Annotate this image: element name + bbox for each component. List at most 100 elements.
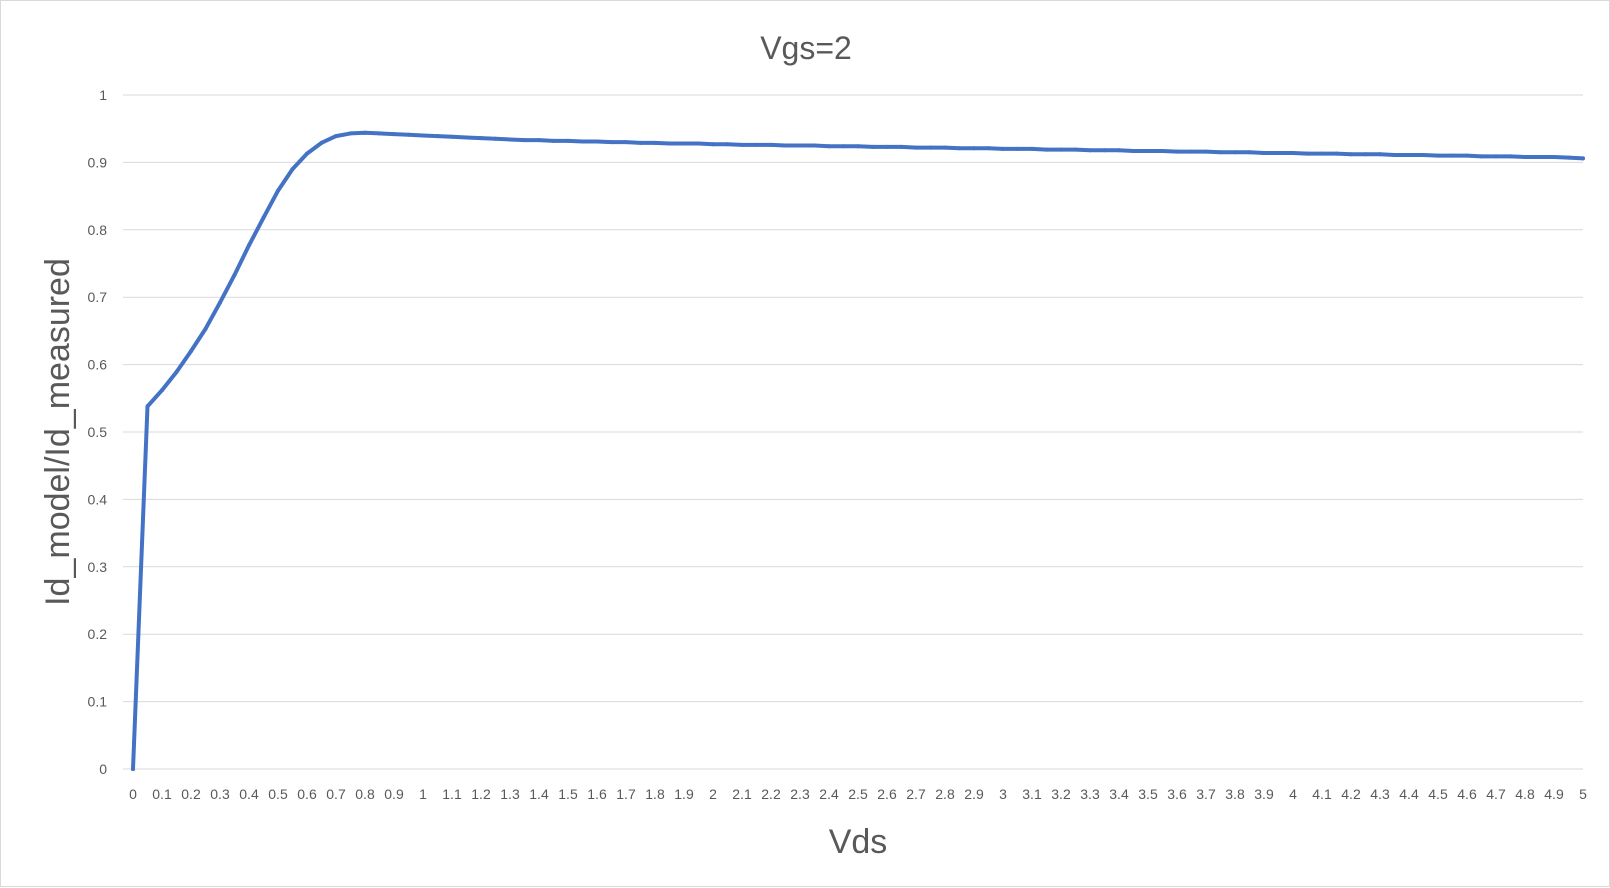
series-layer (131, 130, 1585, 771)
data-point (203, 326, 208, 331)
data-point (682, 141, 686, 146)
data-point (348, 131, 353, 136)
data-point (464, 135, 469, 140)
x-axis-ticks: 0 0.1 0.2 0.3 0.4 0.5 0.6 0.7 0.8 0.9 1 1.1 1.2 1.3 1.… (129, 786, 1587, 802)
data-point (377, 131, 382, 136)
x-tick-label: 3 (999, 786, 1007, 802)
data-point (957, 146, 962, 151)
data-point (305, 151, 309, 156)
data-point (986, 146, 991, 151)
data-point (827, 144, 831, 149)
data-point (1494, 154, 1498, 159)
data-point (754, 142, 759, 147)
x-tick-label: 3.1 (1022, 786, 1042, 802)
data-point (1218, 150, 1223, 155)
x-tick-label: 4.9 (1544, 786, 1564, 802)
data-point (247, 243, 251, 248)
x-tick-label: 1.5 (558, 786, 578, 802)
data-point (1581, 156, 1585, 161)
data-point (1291, 150, 1295, 155)
y-tick-label: 0.1 (88, 694, 108, 710)
data-point (870, 144, 875, 149)
x-tick-label: 1.9 (674, 786, 694, 802)
data-point (1363, 152, 1368, 157)
x-tick-label: 5 (1579, 786, 1587, 802)
data-point (1479, 154, 1484, 159)
y-tick-label: 1 (99, 87, 107, 103)
x-tick-label: 2.6 (877, 786, 897, 802)
x-tick-label: 0.3 (210, 786, 230, 802)
data-point (638, 140, 643, 145)
data-point (1262, 150, 1266, 155)
x-tick-label: 3.3 (1080, 786, 1100, 802)
data-point (218, 300, 222, 305)
data-point (667, 141, 672, 146)
x-tick-label: 0.6 (297, 786, 317, 802)
data-point (1131, 148, 1136, 153)
data-point (914, 145, 918, 150)
y-tick-label: 0.3 (88, 559, 108, 575)
data-point (595, 139, 599, 144)
y-tick-label: 0.5 (88, 424, 108, 440)
x-tick-label: 0 (129, 786, 137, 802)
x-tick-label: 1.8 (645, 786, 665, 802)
data-point (450, 134, 454, 139)
data-point (421, 133, 425, 138)
data-point (1059, 147, 1063, 152)
x-tick-label: 1.3 (500, 786, 520, 802)
data-point (276, 188, 280, 193)
data-point (1523, 155, 1527, 160)
data-point (406, 132, 411, 137)
data-point (624, 140, 628, 145)
data-point (1044, 147, 1049, 152)
data-point (1349, 152, 1353, 157)
data-point (1117, 148, 1121, 153)
data-point (1378, 152, 1382, 157)
data-point (1508, 154, 1513, 159)
x-tick-label: 2 (709, 786, 717, 802)
data-point (537, 138, 541, 143)
data-point (1407, 152, 1411, 157)
data-point (609, 140, 614, 145)
gridlines (123, 94, 1583, 770)
x-tick-label: 1 (419, 786, 427, 802)
x-tick-label: 0.7 (326, 786, 346, 802)
chart-title: Vgs=2 (760, 30, 852, 66)
series-line (131, 130, 1585, 771)
data-point (189, 349, 193, 354)
data-point (232, 272, 237, 277)
data-point (1465, 153, 1469, 158)
data-point (145, 404, 150, 409)
y-axis-title: Id_model/Id_measured (39, 258, 77, 606)
x-tick-label: 3.6 (1167, 786, 1187, 802)
data-point (508, 137, 512, 142)
data-point (1421, 152, 1426, 157)
x-tick-label: 0.4 (239, 786, 259, 802)
data-point (725, 142, 730, 147)
data-point (1436, 153, 1440, 158)
data-point (1392, 152, 1397, 157)
data-point (1334, 151, 1339, 156)
data-point (1146, 148, 1150, 153)
data-point (653, 140, 657, 145)
x-tick-label: 0.1 (152, 786, 172, 802)
x-axis-title: Vds (829, 823, 888, 861)
data-point (972, 146, 976, 151)
x-tick-label: 0.2 (181, 786, 201, 802)
data-point (261, 215, 266, 220)
data-point (1015, 146, 1020, 151)
x-tick-label: 0.9 (384, 786, 404, 802)
data-point (1175, 149, 1179, 154)
x-tick-label: 2.2 (761, 786, 781, 802)
x-tick-label: 2.1 (732, 786, 752, 802)
x-tick-label: 4.3 (1370, 786, 1390, 802)
data-point (928, 145, 933, 150)
x-tick-label: 3.4 (1109, 786, 1129, 802)
data-point (479, 136, 483, 141)
y-tick-label: 0.7 (88, 289, 108, 305)
x-tick-label: 2.8 (935, 786, 955, 802)
data-point (1088, 148, 1092, 153)
data-point (334, 134, 338, 139)
data-point (1030, 146, 1034, 151)
